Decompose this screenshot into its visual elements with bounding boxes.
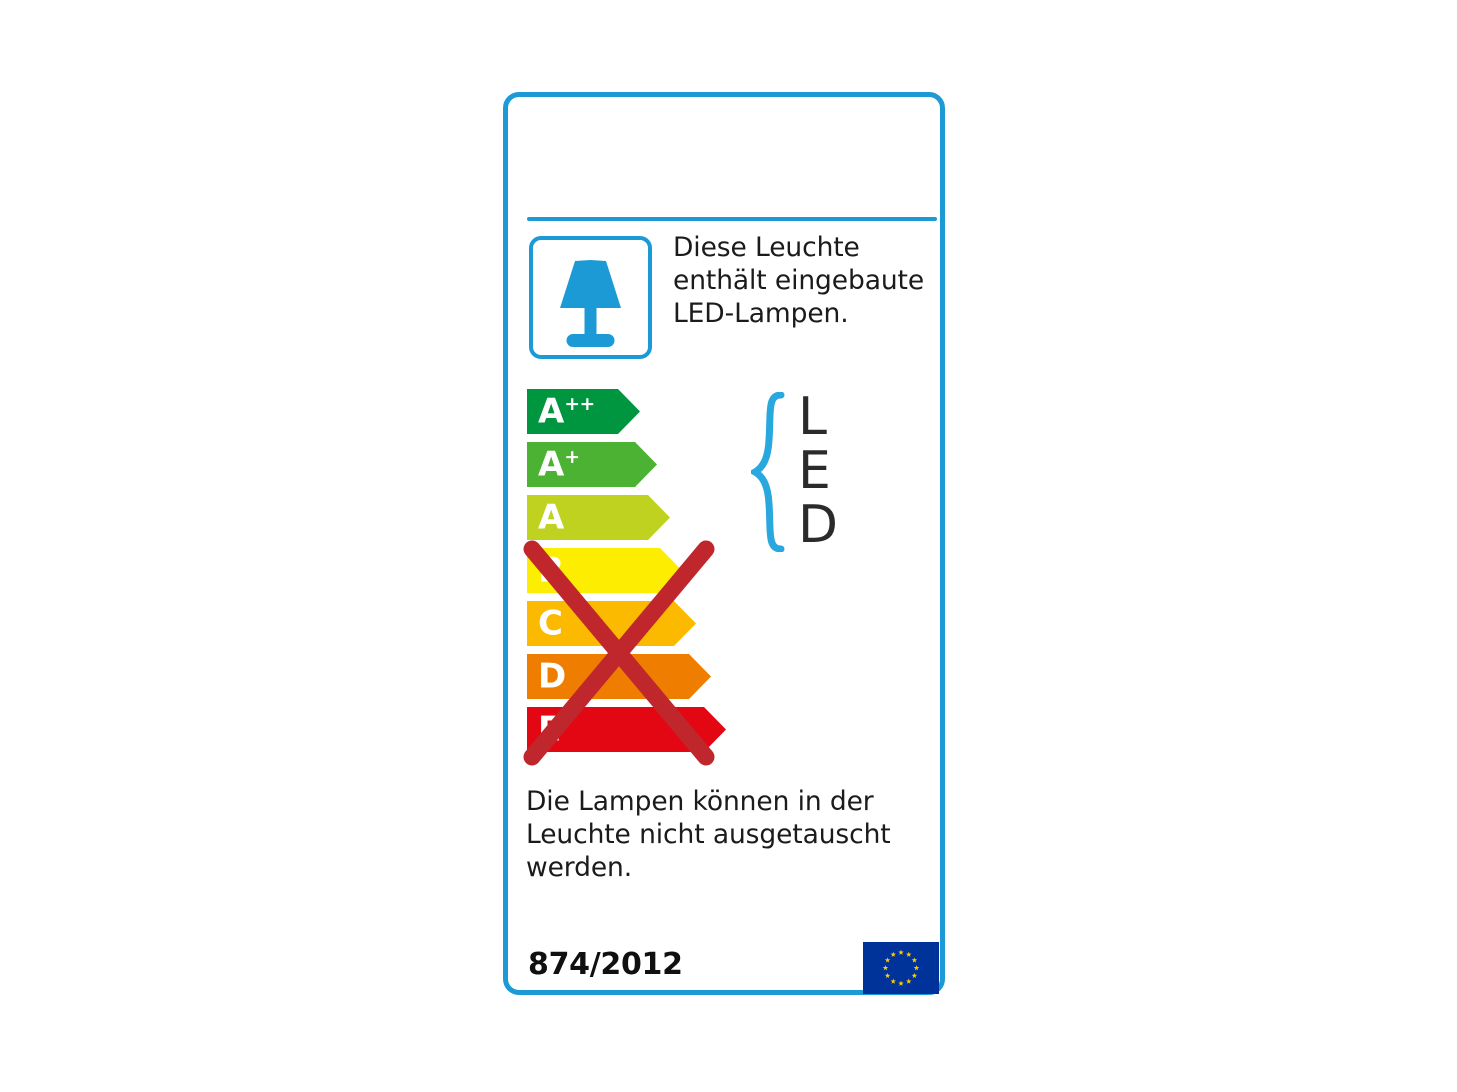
energy-class-letter: B [538, 549, 564, 590]
header-line-3: LED-Lampen. [673, 298, 849, 329]
energy-class-row-aplusplus: A++ [527, 389, 640, 434]
footer-sentence: Die Lampen können in der Leuchte nicht a… [526, 785, 926, 884]
table-lamp-icon [560, 260, 621, 347]
led-letters: L E D [798, 390, 838, 552]
eu-flag-star [911, 972, 918, 979]
footer-line-3: werden. [526, 852, 633, 883]
led-letter-l: L [798, 387, 827, 447]
energy-class-superscript: + [564, 446, 580, 468]
header-line-2: enthält eingebaute [673, 265, 925, 296]
energy-class-row-d: D [527, 654, 711, 699]
energy-class-letter: E [538, 708, 562, 749]
eu-flag-star [911, 957, 918, 963]
eu-flag-star [913, 965, 920, 971]
energy-class-letter: A [538, 496, 565, 537]
lamp-icon-box [529, 236, 652, 359]
energy-class-row-b: B [527, 548, 682, 593]
led-marker-group: L E D [751, 390, 881, 552]
curly-brace-icon [751, 392, 785, 552]
eu-flag-star [882, 965, 889, 971]
energy-class-arrow [527, 495, 670, 540]
footer-line-2: Leuchte nicht ausgetauscht [526, 819, 891, 850]
energy-class-scale: A++ A+ A B C D E [527, 389, 787, 761]
energy-class-arrow [527, 389, 640, 434]
eu-flag-star [884, 957, 891, 963]
eu-flag-icon [863, 942, 939, 994]
eu-flag-star [905, 978, 912, 984]
header-sentence: Diese Leuchte enthält eingebaute LED-Lam… [673, 231, 938, 330]
eu-flag-star [898, 980, 904, 986]
header-separator-rule [527, 217, 937, 221]
energy-class-arrow [527, 442, 657, 487]
led-letter-e: E [798, 441, 831, 501]
energy-class-letter: A+ [538, 443, 580, 484]
header-line-1: Diese Leuchte [673, 232, 860, 263]
eu-flag-graphic [863, 942, 939, 994]
eu-flag-star [890, 978, 897, 984]
energy-class-row-c: C [527, 601, 696, 646]
regulation-number: 874/2012 [528, 947, 683, 982]
energy-class-row-aplus: A+ [527, 442, 657, 487]
energy-class-letter: D [538, 655, 567, 696]
eu-flag-star [905, 951, 912, 957]
eu-flag-star [884, 972, 891, 979]
footer-line-1: Die Lampen können in der [526, 786, 874, 817]
energy-class-letter: C [538, 602, 563, 643]
energy-class-row-e: E [527, 707, 726, 752]
led-letter-d: D [798, 495, 839, 555]
energy-class-letter: A++ [538, 390, 595, 431]
energy-class-superscript: ++ [564, 393, 595, 415]
eu-flag-star [890, 951, 897, 957]
energy-label-card: Diese Leuchte enthält eingebaute LED-Lam… [503, 92, 945, 995]
energy-class-row-a: A [527, 495, 670, 540]
eu-flag-star [898, 949, 904, 955]
